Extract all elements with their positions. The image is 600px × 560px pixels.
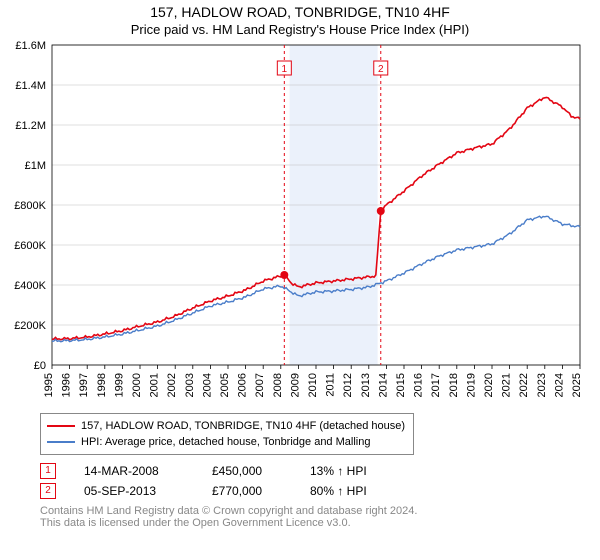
event-date: 14-MAR-2008: [84, 464, 184, 478]
svg-text:2001: 2001: [149, 373, 161, 397]
svg-text:2002: 2002: [166, 373, 178, 397]
svg-text:£400K: £400K: [14, 280, 46, 292]
svg-text:2013: 2013: [360, 373, 372, 397]
svg-text:2004: 2004: [201, 373, 213, 397]
event-row: 1 14-MAR-2008 £450,000 13% ↑ HPI: [40, 461, 600, 481]
svg-text:2020: 2020: [483, 373, 495, 397]
event-id-box: 2: [40, 483, 56, 499]
price-chart: £0 £200K £400K £600K £800K £1M £1.2M £1.4M £1.6M…: [0, 37, 600, 407]
svg-text:2024: 2024: [553, 373, 565, 397]
event-price: £450,000: [212, 464, 282, 478]
svg-text:1996: 1996: [61, 373, 73, 397]
svg-text:1: 1: [282, 64, 288, 75]
svg-text:2012: 2012: [342, 373, 354, 397]
event-date: 05-SEP-2013: [84, 484, 184, 498]
svg-text:£1.4M: £1.4M: [15, 80, 46, 92]
svg-text:2019: 2019: [465, 373, 477, 397]
svg-text:£1.2M: £1.2M: [15, 120, 46, 132]
title-line-2: Price paid vs. HM Land Registry's House …: [0, 22, 600, 37]
svg-text:2010: 2010: [307, 373, 319, 397]
event-diff: 80% ↑ HPI: [310, 484, 390, 498]
svg-text:1997: 1997: [78, 373, 90, 397]
svg-text:2025: 2025: [571, 373, 583, 397]
svg-text:2000: 2000: [131, 373, 143, 397]
svg-text:2005: 2005: [219, 373, 231, 397]
title-line-1: 157, HADLOW ROAD, TONBRIDGE, TN10 4HF: [0, 4, 600, 20]
svg-text:2009: 2009: [289, 373, 301, 397]
footer: Contains HM Land Registry data © Crown c…: [40, 505, 600, 529]
svg-text:1999: 1999: [113, 373, 125, 397]
legend-item: HPI: Average price, detached house, Tonb…: [47, 434, 407, 450]
svg-text:2003: 2003: [184, 373, 196, 397]
svg-text:2: 2: [378, 64, 384, 75]
svg-text:2017: 2017: [430, 373, 442, 397]
svg-text:2022: 2022: [518, 373, 530, 397]
footer-line-1: Contains HM Land Registry data © Crown c…: [40, 505, 600, 517]
svg-text:2023: 2023: [536, 373, 548, 397]
footer-line-2: This data is licensed under the Open Gov…: [40, 517, 600, 529]
legend-label: HPI: Average price, detached house, Tonb…: [81, 436, 370, 448]
svg-text:2008: 2008: [272, 373, 284, 397]
svg-text:£0: £0: [34, 360, 46, 372]
legend-swatch: [47, 441, 75, 443]
legend-swatch: [47, 425, 75, 427]
event-id-box: 1: [40, 463, 56, 479]
svg-text:2018: 2018: [448, 373, 460, 397]
svg-text:2021: 2021: [501, 373, 513, 397]
svg-text:2007: 2007: [254, 373, 266, 397]
svg-text:2006: 2006: [237, 373, 249, 397]
svg-text:1998: 1998: [96, 373, 108, 397]
event-diff: 13% ↑ HPI: [310, 464, 390, 478]
legend: 157, HADLOW ROAD, TONBRIDGE, TN10 4HF (d…: [40, 413, 414, 455]
svg-text:1995: 1995: [43, 373, 55, 397]
svg-text:£1M: £1M: [25, 160, 46, 172]
svg-text:£1.6M: £1.6M: [15, 40, 46, 52]
svg-text:£200K: £200K: [14, 320, 46, 332]
svg-text:£600K: £600K: [14, 240, 46, 252]
svg-text:2011: 2011: [325, 373, 337, 397]
legend-label: 157, HADLOW ROAD, TONBRIDGE, TN10 4HF (d…: [81, 420, 405, 432]
svg-text:2015: 2015: [395, 373, 407, 397]
event-row: 2 05-SEP-2013 £770,000 80% ↑ HPI: [40, 481, 600, 501]
event-price: £770,000: [212, 484, 282, 498]
events-table: 1 14-MAR-2008 £450,000 13% ↑ HPI 2 05-SEP-201…: [40, 461, 600, 501]
svg-text:2014: 2014: [377, 373, 389, 397]
legend-item: 157, HADLOW ROAD, TONBRIDGE, TN10 4HF (d…: [47, 418, 407, 434]
svg-text:£800K: £800K: [14, 200, 46, 212]
svg-text:2016: 2016: [413, 373, 425, 397]
